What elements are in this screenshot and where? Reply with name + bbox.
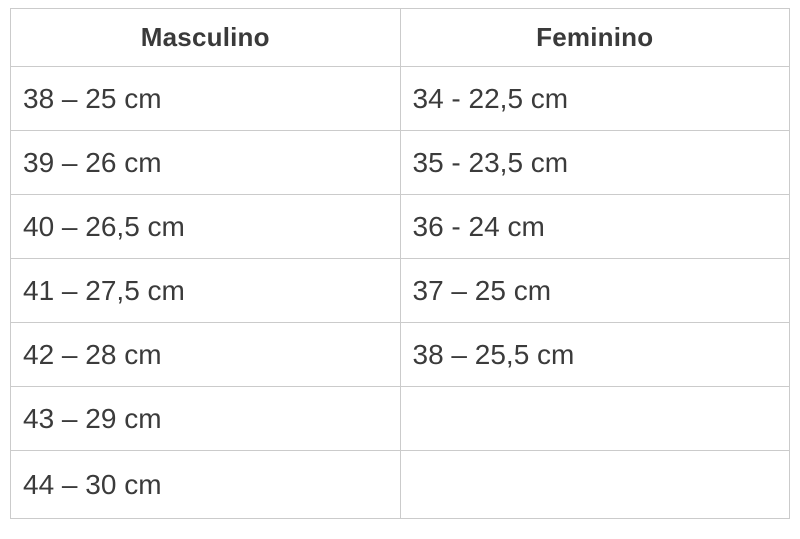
table-row: 42 – 28 cm 38 – 25,5 cm — [10, 322, 790, 387]
table-row: 44 – 30 cm — [10, 450, 790, 519]
table-row: 38 – 25 cm 34 - 22,5 cm — [10, 66, 790, 131]
column-header-feminino: Feminino — [399, 8, 790, 67]
cell-feminino-size: 35 - 23,5 cm — [399, 130, 790, 195]
cell-masculino-size: 42 – 28 cm — [10, 322, 401, 387]
cell-feminino-size: 36 - 24 cm — [399, 194, 790, 259]
cell-masculino-size: 41 – 27,5 cm — [10, 258, 401, 323]
column-header-masculino: Masculino — [10, 8, 401, 67]
table-row: 41 – 27,5 cm 37 – 25 cm — [10, 258, 790, 323]
size-table: Masculino Feminino 38 – 25 cm 34 - 22,5 … — [10, 8, 790, 519]
table-row: 39 – 26 cm 35 - 23,5 cm — [10, 130, 790, 195]
header-row: Masculino Feminino — [10, 8, 790, 67]
cell-feminino-size: 37 – 25 cm — [399, 258, 790, 323]
cell-masculino-size: 43 – 29 cm — [10, 386, 401, 451]
cell-feminino-size — [399, 450, 790, 519]
table-row: 40 – 26,5 cm 36 - 24 cm — [10, 194, 790, 259]
cell-masculino-size: 39 – 26 cm — [10, 130, 401, 195]
cell-masculino-size: 38 – 25 cm — [10, 66, 401, 131]
size-table-body: 38 – 25 cm 34 - 22,5 cm 39 – 26 cm 35 - … — [10, 66, 790, 519]
size-table-header: Masculino Feminino — [10, 8, 790, 67]
cell-masculino-size: 40 – 26,5 cm — [10, 194, 401, 259]
cell-feminino-size: 38 – 25,5 cm — [399, 322, 790, 387]
table-row: 43 – 29 cm — [10, 386, 790, 451]
cell-feminino-size: 34 - 22,5 cm — [399, 66, 790, 131]
cell-masculino-size: 44 – 30 cm — [10, 450, 401, 519]
cell-feminino-size — [399, 386, 790, 451]
